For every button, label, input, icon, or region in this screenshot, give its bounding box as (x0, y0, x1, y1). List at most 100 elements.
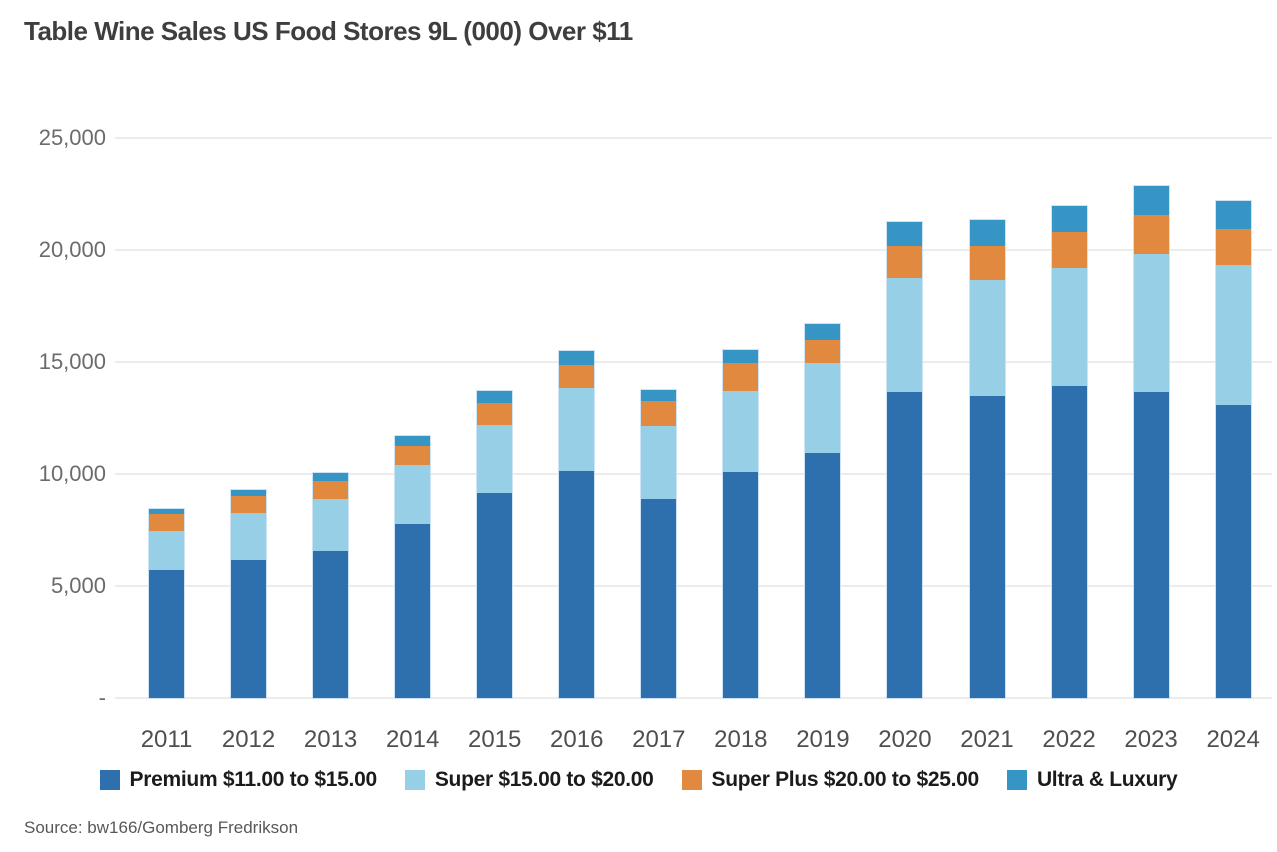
y-axis-tick-label: 10,000 (38, 461, 106, 486)
bar-segment-premium (1051, 385, 1087, 698)
bar-segment-super_plus (723, 363, 759, 392)
bar-segment-super_plus (805, 339, 841, 364)
bar-2012 (231, 489, 267, 698)
bar-segment-premium (231, 560, 267, 698)
bar-segment-ultra (231, 489, 267, 497)
x-axis-label: 2018 (714, 726, 768, 753)
bar-segment-super (641, 425, 677, 499)
x-axis-label: 2020 (878, 726, 932, 753)
y-axis-tick-label: 15,000 (38, 349, 106, 374)
bar-segment-super_plus (149, 514, 184, 532)
bar-segment-premium (887, 392, 923, 698)
legend-label: Super $15.00 to $20.00 (434, 768, 654, 791)
legend-item-super: Super $15.00 to $20.00 (404, 768, 654, 792)
y-axis-tick-label: 25,000 (38, 125, 106, 150)
y-axis-tick-label: 5,000 (50, 573, 106, 598)
bar-segment-ultra (641, 390, 677, 402)
x-axis-label: 2015 (467, 726, 522, 753)
bar-segment-super_plus (1215, 228, 1251, 265)
bar-segment-ultra (149, 508, 184, 515)
x-axis-label: 2024 (1206, 726, 1260, 753)
bar-segment-super (395, 465, 431, 525)
bar-segment-ultra (969, 219, 1005, 246)
bar-segment-ultra (1215, 200, 1251, 229)
bar-segment-super_plus (313, 480, 349, 499)
bar-2018 (723, 349, 759, 698)
bar-segment-premium (641, 498, 677, 698)
bar-segment-super_plus (395, 446, 431, 466)
gridline (115, 137, 1272, 139)
bar-segment-super (805, 363, 841, 453)
bar-segment-premium (1133, 392, 1169, 698)
x-axis-label: 2022 (1042, 726, 1096, 753)
legend-item-premium: Premium $11.00 to $15.00 (99, 768, 378, 792)
y-axis-tick-label: 20,000 (38, 237, 106, 262)
bar-segment-super (1051, 267, 1087, 386)
x-axis-label: 2017 (632, 726, 686, 753)
chart-title: Table Wine Sales US Food Stores 9L (000)… (24, 16, 633, 46)
bar-2014 (395, 435, 431, 698)
bar-segment-ultra (887, 222, 923, 246)
bar-segment-ultra (1051, 206, 1087, 233)
bar-segment-ultra (723, 349, 759, 364)
bar-2022 (1051, 206, 1087, 698)
bar-2020 (887, 222, 923, 698)
bar-segment-premium (149, 570, 184, 698)
bar-segment-super (1215, 264, 1251, 405)
bar-2019 (805, 323, 841, 698)
bar-segment-ultra (313, 472, 349, 481)
bar-segment-ultra (395, 435, 431, 446)
legend-item-ultra: Ultra & Luxury (1006, 768, 1178, 792)
legend-item-super_plus: Super Plus $20.00 to $25.00 (681, 768, 980, 792)
legend-label: Premium $11.00 to $15.00 (129, 768, 378, 791)
bar-segment-ultra (559, 350, 595, 366)
legend-label: Super Plus $20.00 to $25.00 (711, 768, 980, 791)
x-axis-label: 2014 (385, 726, 440, 753)
legend-swatch-super (404, 770, 425, 790)
bar-segment-premium (313, 551, 349, 698)
legend-label: Ultra & Luxury (1036, 768, 1178, 791)
bar-segment-super_plus (477, 403, 513, 425)
bar-segment-super_plus (231, 496, 267, 514)
bar-segment-premium (1215, 404, 1251, 698)
x-axis-label: 2019 (796, 726, 850, 753)
bar-segment-premium (395, 524, 431, 698)
x-axis-label: 2011 (140, 726, 193, 753)
bar-segment-super_plus (969, 245, 1005, 281)
plot-area (115, 137, 1272, 699)
bar-segment-super (1133, 254, 1169, 393)
x-axis-label: 2021 (960, 726, 1014, 753)
y-axis-tick-label: - (98, 685, 106, 710)
bar-segment-super_plus (887, 245, 923, 278)
source-note: Source: bw166/Gomberg Fredrikson (24, 818, 299, 837)
bar-segment-premium (969, 395, 1005, 698)
bar-segment-ultra (1133, 186, 1169, 216)
bar-2024 (1215, 200, 1251, 698)
legend-swatch-ultra (1006, 770, 1027, 790)
bar-2017 (641, 390, 677, 698)
bar-segment-super (969, 280, 1005, 396)
bar-segment-premium (723, 471, 759, 698)
bar-segment-super_plus (1133, 215, 1169, 255)
x-axis-label: 2023 (1124, 726, 1178, 753)
gridline (115, 473, 1272, 475)
bar-segment-super (477, 424, 513, 494)
bar-2023 (1133, 186, 1169, 698)
bar-2016 (559, 350, 595, 698)
gridline (115, 361, 1272, 363)
bar-segment-super_plus (559, 365, 595, 388)
gridline (115, 249, 1272, 251)
bar-segment-super_plus (641, 401, 677, 426)
bar-segment-super_plus (1051, 232, 1087, 268)
x-axis-label: 2013 (303, 726, 358, 753)
gridline (115, 697, 1272, 699)
legend: Premium $11.00 to $15.00 Super $15.00 to … (0, 768, 1277, 792)
bar-2021 (969, 219, 1005, 698)
bar-segment-premium (477, 493, 513, 698)
legend-swatch-premium (99, 770, 120, 790)
bar-2011 (149, 508, 184, 698)
legend-swatch-super_plus (681, 770, 702, 790)
bar-segment-ultra (477, 391, 513, 404)
bar-2015 (477, 391, 513, 698)
